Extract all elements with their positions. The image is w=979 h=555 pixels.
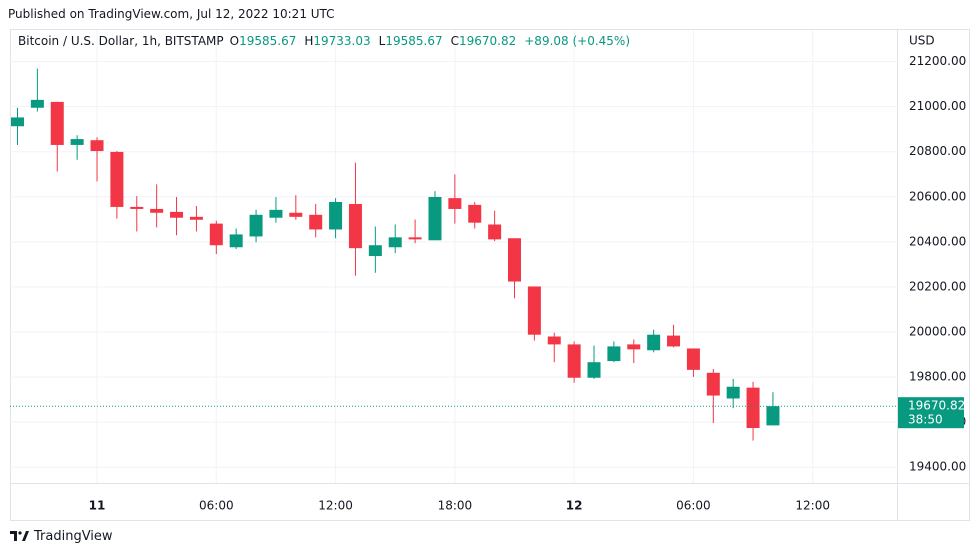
ohlc-legend: Bitcoin / U.S. Dollar, 1h, BITSTAMP O 1958… (18, 34, 630, 48)
legend-text: +89.08 (+0.45%) (524, 34, 631, 48)
candle-body (50, 101, 64, 145)
candle-body (706, 372, 720, 396)
x-tick-label: 11 (89, 499, 106, 513)
candle-body (189, 216, 203, 220)
candle-body (11, 117, 24, 127)
candle-body (607, 346, 621, 362)
candle-body (348, 203, 362, 249)
x-tick-label: 12 (566, 499, 583, 513)
candle-body (527, 286, 541, 335)
x-tick-label: 06:00 (676, 499, 711, 513)
candle-body (170, 211, 184, 218)
candle-body (229, 234, 243, 248)
x-tick-label: 18:00 (438, 499, 473, 513)
candle-body (90, 140, 104, 152)
y-tick-label: 20200.00 (909, 279, 966, 293)
y-tick-label: 21200.00 (909, 54, 966, 68)
y-tick-label: 20000.00 (909, 325, 966, 339)
candle-body (627, 344, 641, 350)
candle-body (686, 348, 700, 370)
candle-body (547, 336, 561, 345)
x-tick-label: 06:00 (199, 499, 234, 513)
candle-body (488, 224, 502, 240)
candle-body (30, 99, 44, 108)
countdown-label: 38:50 (908, 413, 943, 427)
currency-label: USD (909, 34, 935, 48)
candle-body (766, 406, 780, 426)
candle-body (368, 245, 382, 257)
legend-text: Bitcoin / U.S. Dollar, 1h, BITSTAMP (18, 34, 224, 48)
y-tick-label: 20400.00 (909, 234, 966, 248)
x-tick-label: 12:00 (795, 499, 830, 513)
candle-body (408, 237, 422, 240)
legend-text: 19585.67 (385, 34, 443, 48)
candle-body (468, 204, 482, 223)
candle-body (209, 223, 223, 246)
logo-icon (10, 531, 29, 541)
published-note: Published on TradingView.com, Jul 12, 20… (8, 7, 335, 21)
candle-body (269, 209, 283, 218)
candle-body (647, 334, 661, 351)
candle-body (508, 238, 521, 282)
y-tick-label: 20800.00 (909, 144, 966, 158)
legend-text: H (304, 34, 314, 48)
candle-body (726, 386, 740, 399)
x-tick-label: 12:00 (318, 499, 353, 513)
candle-body (289, 212, 303, 217)
candle-body (110, 151, 124, 207)
brand: TradingView (34, 529, 113, 544)
last-price-label: 19670.82 (908, 399, 965, 413)
candle-body (587, 362, 601, 378)
candle-body (70, 139, 84, 145)
y-tick-label: 19800.00 (909, 370, 966, 384)
candle-body (428, 197, 442, 241)
y-tick-label: 19400.00 (909, 460, 966, 474)
legend-text: 19670.82 (458, 34, 517, 48)
y-tick-label: 21000.00 (909, 99, 966, 113)
candle-body (567, 344, 581, 378)
chart-frame (10, 29, 970, 521)
candle-body (746, 387, 760, 429)
candle-body (667, 335, 681, 347)
legend-text: 19585.67 (239, 34, 297, 48)
y-tick-label: 20600.00 (909, 189, 966, 203)
candle-body (448, 198, 462, 209)
legend-text: 19733.03 (313, 34, 371, 48)
candle-body (388, 237, 402, 248)
legend-text: C (450, 34, 459, 48)
last-price-box (898, 397, 964, 429)
candle-body (309, 214, 323, 230)
candle-body (249, 214, 263, 237)
legend-text: L (378, 34, 386, 48)
legend-text: O (229, 34, 240, 48)
candle-body (329, 201, 343, 230)
candle-body (150, 208, 164, 213)
candle-body (130, 206, 144, 209)
